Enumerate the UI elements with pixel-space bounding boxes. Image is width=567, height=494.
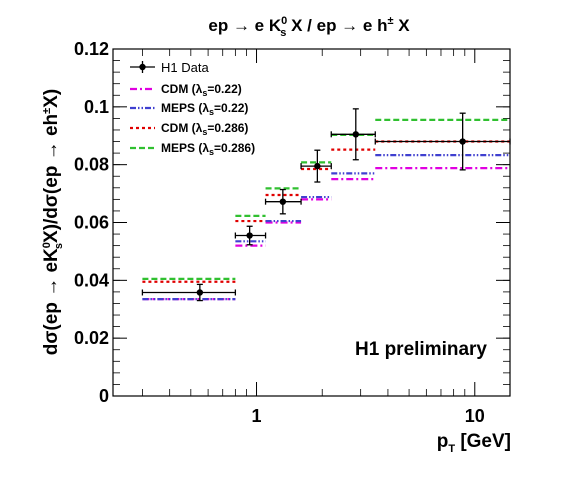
y-tick-label: 0.12 <box>74 39 109 59</box>
annotation-h1-preliminary: H1 preliminary <box>355 339 487 360</box>
data-point <box>279 198 287 205</box>
y-tick-label: 0 <box>99 386 109 406</box>
data-point <box>246 232 253 239</box>
h1-data-points <box>141 108 511 302</box>
legend-label-4: MEPS (λs=0.286) <box>161 141 255 157</box>
data-point <box>352 131 359 138</box>
y-tick-label: 0.06 <box>74 213 109 233</box>
y-tick-label: 0.08 <box>74 155 109 175</box>
legend-label-2: MEPS (λs=0.22) <box>161 101 248 117</box>
data-point <box>196 289 204 296</box>
x-tick-label: 1 <box>252 406 262 426</box>
x-axis-label: pT [GeV] <box>437 431 511 455</box>
y-tick-label: 0.1 <box>84 97 109 117</box>
legend-data-marker <box>139 63 146 71</box>
legend-label-h1-data: H1 Data <box>161 60 209 75</box>
chart-title: ep → e K0 s X / ep → e h± X <box>208 15 410 39</box>
axes: 0 0.02 0.04 0.06 0.08 0.1 0.12 1 10 <box>74 39 510 426</box>
data-point <box>314 162 321 170</box>
legend-label-3: CDM (λs=0.286) <box>161 121 248 137</box>
data-point <box>459 138 466 145</box>
y-tick-label: 0.02 <box>74 328 109 348</box>
legend: H1 Data CDM (λs=0.22) MEPS (λs=0.22) CDM (λ… <box>130 60 255 157</box>
legend-label-1: CDM (λs=0.22) <box>161 82 242 98</box>
x-tick-label: 10 <box>465 406 485 426</box>
y-tick-label: 0.04 <box>74 270 109 290</box>
y-axis-label: dσ(ep → eK0sX)/dσ(ep → eh±X) <box>41 89 65 355</box>
